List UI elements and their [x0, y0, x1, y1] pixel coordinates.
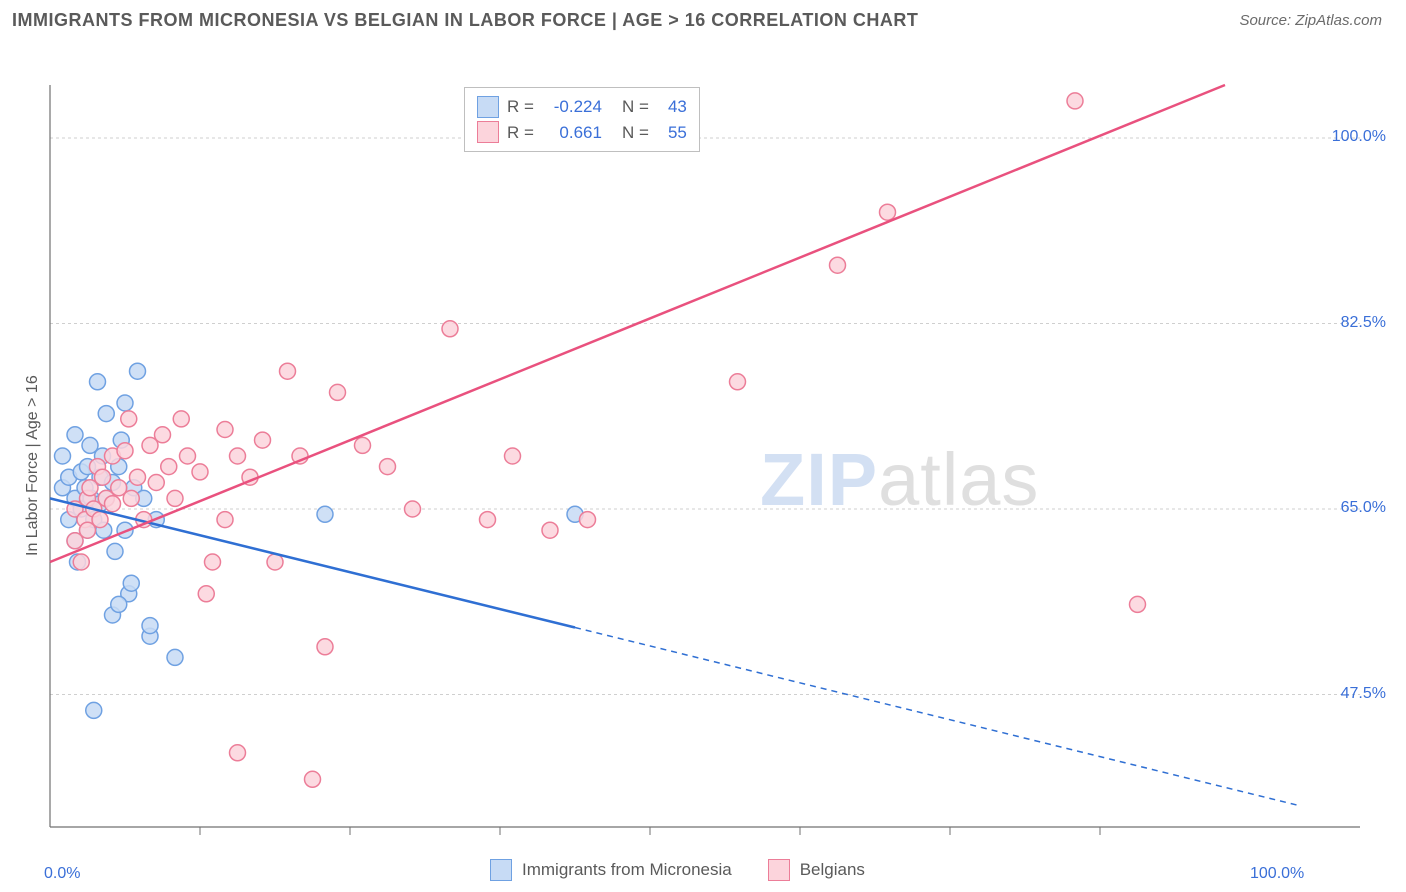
y-tick-label: 47.5%: [1341, 685, 1386, 703]
y-tick-label: 82.5%: [1341, 314, 1386, 332]
legend-n-value: 55: [657, 120, 687, 146]
legend-stat-row: R = 0.661 N = 55: [477, 120, 687, 146]
source-attribution: Source: ZipAtlas.com: [1239, 12, 1382, 29]
chart-title: IMMIGRANTS FROM MICRONESIA VS BELGIAN IN…: [12, 10, 918, 31]
legend-swatch: [490, 859, 512, 881]
x-tick-label: 0.0%: [44, 865, 80, 883]
legend-n-label: N =: [622, 94, 649, 120]
chart-area: In Labor Force | Age > 16 R = -0.224 N = 43…: [0, 37, 1406, 887]
correlation-legend: R = -0.224 N = 43 R = 0.661 N = 55: [464, 87, 700, 152]
series-legend-item: Immigrants from Micronesia: [490, 859, 732, 881]
legend-swatch: [477, 121, 499, 143]
legend-n-value: 43: [657, 94, 687, 120]
x-tick-label: 100.0%: [1250, 865, 1304, 883]
legend-swatch: [768, 859, 790, 881]
y-tick-label: 65.0%: [1341, 499, 1386, 517]
legend-r-label: R =: [507, 120, 534, 146]
scatter-plot-svg: [0, 37, 1406, 887]
y-tick-label: 100.0%: [1332, 128, 1386, 146]
series-name: Belgians: [800, 860, 865, 880]
legend-n-label: N =: [622, 120, 649, 146]
series-name: Immigrants from Micronesia: [522, 860, 732, 880]
y-axis-label: In Labor Force | Age > 16: [24, 375, 42, 556]
legend-swatch: [477, 96, 499, 118]
legend-r-label: R =: [507, 94, 534, 120]
series-legend: Immigrants from Micronesia Belgians: [490, 859, 865, 881]
header-bar: IMMIGRANTS FROM MICRONESIA VS BELGIAN IN…: [0, 0, 1406, 37]
series-legend-item: Belgians: [768, 859, 865, 881]
legend-stat-row: R = -0.224 N = 43: [477, 94, 687, 120]
legend-r-value: 0.661: [542, 120, 602, 146]
legend-r-value: -0.224: [542, 94, 602, 120]
